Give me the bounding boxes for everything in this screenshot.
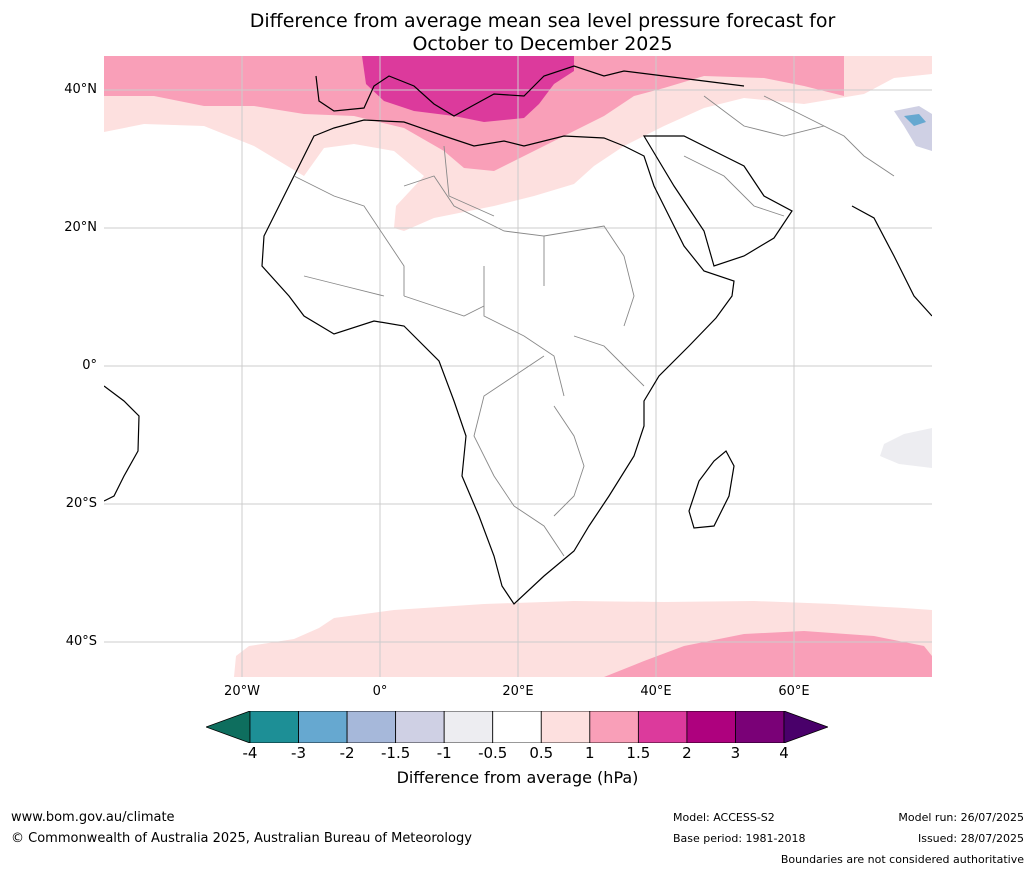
footer-issued: Issued: 28/07/2025 — [917, 832, 1024, 845]
lon-label-40e: 40°E — [640, 684, 672, 699]
lat-label-20s: 20°S — [65, 496, 97, 511]
lon-label-60e: 60°E — [778, 684, 810, 699]
colorbar-label: Difference from average (hPa) — [396, 768, 639, 787]
anomaly-zone-indian-ocean — [880, 428, 932, 468]
europe-coastline — [315, 65, 745, 117]
madagascar-coastline — [688, 450, 735, 529]
colorbar-arrow-low — [206, 711, 251, 743]
gridlines — [104, 56, 932, 677]
lon-label-0: 0° — [372, 684, 388, 699]
colorbar-tick-label: 0.5 — [529, 744, 554, 762]
colorbar-tick-label: 4 — [779, 744, 789, 762]
footer-disclaimer: Boundaries are not considered authoritat… — [780, 853, 1024, 866]
africa-coastline — [261, 119, 735, 605]
south-america-coastline — [104, 385, 140, 502]
colorbar-tick-label: 1.5 — [626, 744, 651, 762]
colorbar — [206, 711, 828, 743]
colorbar-tick-label: 3 — [730, 744, 741, 762]
lat-label-40n: 40°N — [64, 82, 97, 97]
arabian-peninsula-coastline — [642, 135, 793, 267]
lon-label-20e: 20°E — [502, 684, 534, 699]
colorbar-segment — [346, 711, 397, 743]
footer-website: www.bom.gov.au/climate — [11, 810, 175, 825]
colorbar-tick-label: -1.5 — [380, 744, 411, 762]
country-borders — [293, 95, 895, 557]
colorbar-tick-label: 2 — [682, 744, 692, 762]
colorbar-segment — [249, 711, 299, 743]
colorbar-tick-label: -4 — [242, 744, 258, 762]
footer-base-period: Base period: 1981-2018 — [673, 832, 806, 845]
lat-label-equator: 0° — [82, 358, 97, 373]
colorbar-tick-label: -0.5 — [478, 744, 508, 762]
colorbar-segment — [589, 711, 639, 743]
colorbar-tick-label: -1 — [436, 744, 452, 762]
colorbar-segment — [540, 711, 591, 743]
title-line-2: October to December 2025 — [412, 33, 673, 55]
colorbar-segment — [443, 711, 494, 743]
colorbar-arrow-high — [783, 711, 828, 743]
colorbar-segment — [492, 711, 542, 743]
footer-model-run: Model run: 26/07/2025 — [898, 811, 1024, 824]
pressure-anomaly-map — [104, 56, 932, 677]
map-title: Difference from average mean sea level p… — [0, 10, 1035, 56]
colorbar-segment — [637, 711, 688, 743]
colorbar-segment — [298, 711, 348, 743]
anomaly-zone-himalaya-core — [904, 114, 926, 126]
anomaly-zone-mediterranean — [362, 56, 574, 122]
lat-label-20n: 20°N — [64, 220, 97, 235]
colorbar-tick-label: 1 — [585, 744, 595, 762]
anomaly-zone-himalaya — [894, 106, 932, 151]
colorbar-tick-label: -3 — [291, 744, 307, 762]
colorbar-tick-label: -2 — [339, 744, 355, 762]
colorbar-segment — [686, 711, 736, 743]
lat-label-40s: 40°S — [65, 634, 97, 649]
title-line-1: Difference from average mean sea level p… — [249, 10, 836, 32]
colorbar-segment — [395, 711, 445, 743]
colorbar-segment — [735, 711, 785, 743]
lon-label-20w: 20°W — [224, 684, 260, 699]
footer-model: Model: ACCESS-S2 — [673, 811, 775, 824]
india-coastline — [851, 205, 932, 317]
footer-copyright: © Commonwealth of Australia 2025, Austra… — [11, 831, 472, 846]
